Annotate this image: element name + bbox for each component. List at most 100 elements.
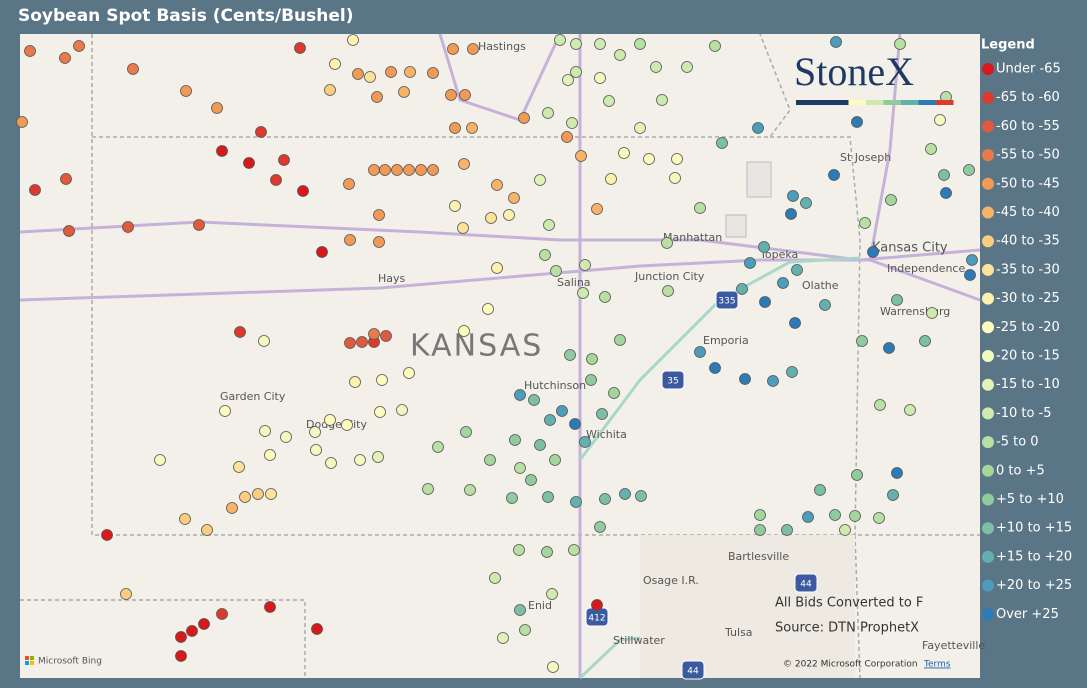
bid-dot [603, 95, 615, 107]
bid-dot [554, 34, 566, 46]
city-label: Bartlesville [728, 550, 789, 563]
bid-dot [175, 631, 187, 643]
bid-dot [368, 328, 380, 340]
city-label: Manhattan [663, 231, 722, 244]
bid-dot [484, 454, 496, 466]
legend-swatch [982, 522, 994, 535]
bid-dot [464, 484, 476, 496]
bid-dot [427, 67, 439, 79]
bid-dot [491, 179, 503, 191]
legend-swatch [982, 350, 994, 362]
bid-dot [514, 462, 526, 474]
bid-dot [485, 212, 497, 224]
city-label: Hutchinson [524, 379, 586, 392]
logo-bar [796, 100, 954, 105]
bid-dot [270, 174, 282, 186]
city-label: Emporia [703, 334, 749, 347]
bid-dot [599, 493, 611, 505]
shield [661, 370, 685, 390]
bid-dot [635, 490, 647, 502]
legend-swatch [982, 321, 994, 334]
bid-dot [543, 219, 555, 231]
bid-dot [570, 38, 582, 50]
bid-dot [324, 414, 336, 426]
bid-dot [839, 524, 851, 536]
bid-dot [887, 489, 899, 501]
legend-label: 0 to +5 [996, 463, 1045, 478]
bid-dot [904, 404, 916, 416]
bid-dot [786, 366, 798, 378]
legend-swatch [982, 436, 994, 449]
bid-dot [101, 529, 113, 541]
bid-dot [787, 190, 799, 202]
bid-dot [16, 116, 28, 128]
bid-dot [193, 219, 205, 231]
bid-dot [258, 335, 270, 347]
shield [794, 573, 818, 593]
bid-dot [343, 178, 355, 190]
city-label: Enid [528, 599, 552, 612]
bid-dot [561, 131, 573, 143]
legend-label: -40 to -35 [996, 234, 1060, 249]
bid-dot [591, 599, 603, 611]
bid-dot [180, 85, 192, 97]
legend-swatch [982, 206, 994, 219]
bid-dot [226, 502, 238, 514]
bid-dot [716, 137, 728, 149]
legend-label: +15 to +20 [996, 549, 1072, 564]
city-label: Garden City [220, 390, 286, 403]
bid-dot [234, 326, 246, 338]
bid-dots [16, 34, 978, 673]
bid-dot [255, 126, 267, 138]
bid-dot [29, 184, 41, 196]
bid-dot [594, 72, 606, 84]
bid-dot [63, 225, 75, 237]
logo-segment [936, 100, 954, 105]
bid-dot [489, 572, 501, 584]
bid-dot [564, 349, 576, 361]
bid-dot [497, 632, 509, 644]
bid-dot [309, 426, 321, 438]
bid-dot [785, 208, 797, 220]
bid-dot [618, 147, 630, 159]
bid-dot [519, 624, 531, 636]
bid-dot [643, 153, 655, 165]
bid-dot [791, 264, 803, 276]
bid-dot [662, 285, 674, 297]
bid-dot [460, 426, 472, 438]
legend-swatch [982, 608, 994, 621]
bid-dot [24, 45, 36, 57]
bid-dot [800, 197, 812, 209]
legend-swatch [982, 579, 994, 592]
note: All Bids Converted to F [775, 596, 923, 611]
bid-dot [154, 454, 166, 466]
bid-dot [539, 249, 551, 261]
bid-dot [883, 342, 895, 354]
bid-dot [828, 169, 840, 181]
bid-dot [403, 367, 415, 379]
legend-label: -55 to -50 [996, 148, 1060, 163]
bid-dot [856, 335, 868, 347]
bid-dot [233, 461, 245, 473]
bid-dot [754, 524, 766, 536]
bid-dot [264, 449, 276, 461]
bid-dot [368, 164, 380, 176]
logo-segment [831, 100, 849, 105]
bid-dot [605, 173, 617, 185]
terms-link[interactable]: Terms [923, 660, 951, 670]
bid-dot [586, 353, 598, 365]
bid-dot [509, 434, 521, 446]
bid-dot [859, 217, 871, 229]
bid-dot [849, 510, 861, 522]
bid-dot [608, 387, 620, 399]
bid-dot [964, 269, 976, 281]
bid-dot [513, 544, 525, 556]
bid-dot [577, 287, 589, 299]
legend-swatch [982, 177, 994, 190]
shield-label: 44 [687, 667, 699, 677]
logo-segment [848, 100, 866, 105]
bid-dot [73, 40, 85, 52]
bid-dot [562, 74, 574, 86]
bid-dot [614, 49, 626, 61]
